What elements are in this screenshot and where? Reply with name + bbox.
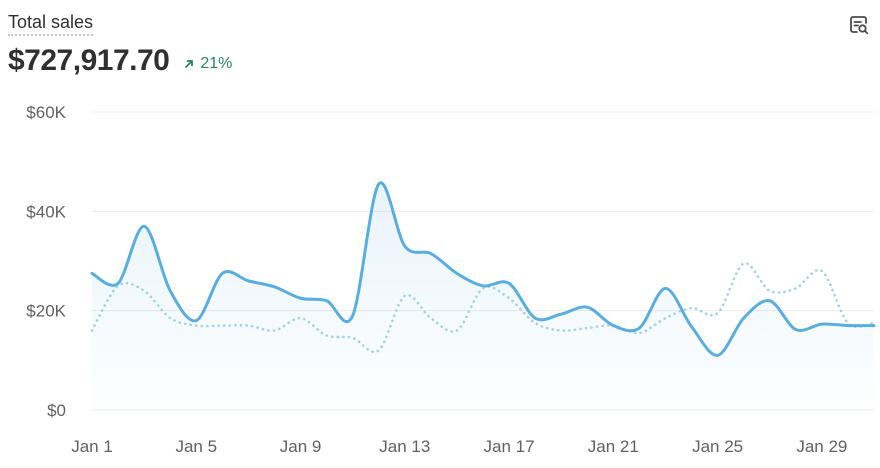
delta-value: 21% [200, 55, 233, 72]
total-sales-value: $727,917.70 [8, 44, 170, 77]
x-tick-label: Jan 21 [588, 437, 639, 456]
x-tick-label: Jan 17 [484, 437, 535, 456]
series-area [92, 182, 874, 410]
sales-line-chart: $0 $20K $40K $60K Jan 1 Jan 5 Jan 9 Jan 13 Jan … [26, 103, 876, 456]
x-tick-label: Jan 5 [175, 437, 217, 456]
x-tick-label: Jan 29 [796, 437, 847, 456]
x-tick-label: Jan 13 [379, 437, 430, 456]
card-title[interactable]: Total sales [8, 12, 94, 36]
y-tick-label: $40K [26, 202, 66, 221]
y-tick-label: $0 [47, 401, 66, 420]
card-header: Total sales $727,917.70 21% [8, 10, 872, 82]
y-tick-label: $20K [26, 302, 66, 321]
total-row: $727,917.70 21% [8, 44, 232, 78]
x-tick-label: Jan 9 [280, 437, 322, 456]
report-search-icon[interactable] [846, 12, 872, 38]
current-series-line [90, 181, 876, 357]
x-tick-label: Jan 25 [692, 437, 743, 456]
comparison-series-line [90, 262, 876, 354]
delta-badge: 21% [183, 55, 232, 73]
y-tick-label: $60K [26, 103, 66, 122]
x-tick-label: Jan 1 [71, 437, 113, 456]
arrow-up-right-icon [185, 60, 194, 68]
